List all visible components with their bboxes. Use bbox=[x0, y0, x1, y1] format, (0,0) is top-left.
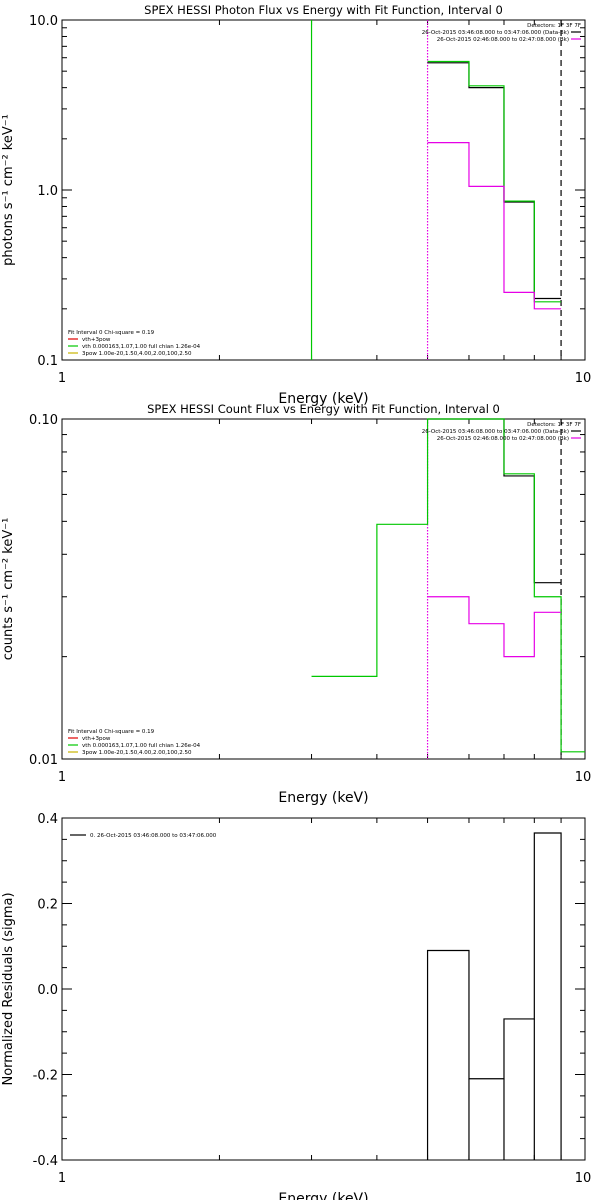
x-axis-label: Energy (keV) bbox=[278, 790, 368, 806]
y-tick-label: 0.01 bbox=[29, 753, 58, 768]
legend-entry: Fit Interval 0 Chi-square = 0.19 bbox=[68, 729, 155, 735]
legend-entry: 0. 26-Oct-2015 03:46:08.000 to 03:47:06.… bbox=[90, 833, 217, 839]
x-tick-label: 10 bbox=[575, 371, 592, 386]
x-tick-label: 10 bbox=[575, 1171, 592, 1186]
series-black-step-line bbox=[426, 832, 562, 1160]
legend-entry: vth 0.000163,1.07,1.00 full chian 1.26e-… bbox=[82, 344, 201, 350]
series-magenta-step-line bbox=[427, 596, 562, 658]
legend-entry: 3pow 1.00e-20,1.50,4.00,2.00,100,2.50 bbox=[82, 351, 192, 357]
chart-panel-2: 1 10 0.01 0.10 SPEX HESSI Count Flux vs Ener… bbox=[1, 402, 591, 806]
x-axis-label: Energy (keV) bbox=[278, 1191, 368, 1200]
legend-entry: Detectors: 1F 3F 7F bbox=[527, 422, 581, 428]
legend-entry: vth+3pow bbox=[82, 337, 111, 343]
y-tick-label: 0.2 bbox=[37, 898, 58, 913]
y-tick-label: -0.4 bbox=[33, 1154, 58, 1169]
legend-entry: vth 0.000163,1.07,1.00 full chian 1.26e-… bbox=[82, 743, 201, 749]
series-green-step-line bbox=[427, 60, 562, 303]
plot-frame bbox=[61, 817, 586, 1161]
series-green-step-line bbox=[311, 418, 585, 753]
y-tick-label: 0.1 bbox=[37, 354, 58, 369]
y-axis-label: Normalized Residuals (sigma) bbox=[1, 892, 16, 1085]
y-tick-label: 0.10 bbox=[29, 413, 58, 428]
y-axis-label: counts s⁻¹ cm⁻² keV⁻¹ bbox=[1, 518, 16, 661]
chart-panel-1: 1 10 0.1 1.0 10.0 SPEX HESSI Photon Flux vs E… bbox=[1, 3, 591, 407]
y-tick-label: 10.0 bbox=[29, 14, 58, 29]
y-axis-label: photons s⁻¹ cm⁻² keV⁻¹ bbox=[1, 114, 16, 266]
legend-entry: 26-Oct-2015 02:46:08.000 to 02:47:08.000… bbox=[437, 37, 569, 43]
plot-frame bbox=[61, 418, 586, 760]
legend-entry: vth+3pow bbox=[82, 736, 111, 742]
legend-entry: Detectors: 1F 3F 7F bbox=[527, 23, 581, 29]
x-axis-label: Energy (keV) bbox=[278, 391, 368, 407]
y-tick-label: 1.0 bbox=[37, 184, 58, 199]
x-tick-label: 1 bbox=[58, 1171, 66, 1186]
chart-panel-3: 1 10 -0.4 -0.2 0.0 0.2 0.4 Energy (keV) Normaliz… bbox=[1, 812, 591, 1200]
legend-entry: 26-Oct-2015 02:46:08.000 to 02:47:08.000… bbox=[437, 436, 569, 442]
x-tick-label: 1 bbox=[58, 770, 66, 785]
series-black-step-line bbox=[427, 62, 562, 300]
y-tick-label: 0.4 bbox=[37, 812, 58, 827]
y-tick-label: -0.2 bbox=[33, 1069, 58, 1084]
plot-frame bbox=[61, 19, 586, 361]
chart-title: SPEX HESSI Photon Flux vs Energy with Fi… bbox=[144, 3, 503, 17]
legend-entry: 3pow 1.00e-20,1.50,4.00,2.00,100,2.50 bbox=[82, 750, 192, 756]
x-tick-label: 10 bbox=[575, 770, 592, 785]
chart-title: SPEX HESSI Count Flux vs Energy with Fit… bbox=[147, 402, 500, 416]
series-black-step-line bbox=[427, 418, 562, 584]
x-tick-label: 1 bbox=[58, 371, 66, 386]
legend-entry: Fit Interval 0 Chi-square = 0.19 bbox=[68, 330, 155, 336]
legend-entry: 26-Oct-2015 03:46:08.000 to 03:47:06.000… bbox=[422, 30, 569, 36]
series-magenta-step-line bbox=[427, 142, 562, 310]
legend-entry: 26-Oct-2015 03:46:08.000 to 03:47:06.000… bbox=[422, 429, 569, 435]
y-tick-label: 0.0 bbox=[37, 983, 58, 998]
